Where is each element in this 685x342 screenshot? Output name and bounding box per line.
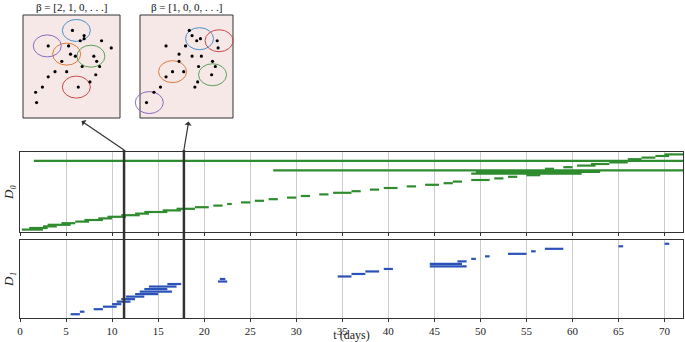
svg-text:25: 25 [245, 325, 257, 337]
svg-text:D₀: D₀ [1, 185, 16, 200]
svg-text:40: 40 [383, 325, 395, 337]
svg-text:β = [1, 0, 0, . . .]: β = [1, 0, 0, . . .] [151, 1, 222, 13]
svg-text:20: 20 [199, 325, 211, 337]
svg-text:45: 45 [429, 325, 441, 337]
svg-text:15: 15 [153, 325, 165, 337]
svg-text:60: 60 [567, 325, 579, 337]
svg-text:t (days): t (days) [333, 328, 369, 342]
svg-text:50: 50 [475, 325, 487, 337]
svg-text:10: 10 [107, 325, 119, 337]
svg-text:30: 30 [291, 325, 303, 337]
svg-text:0: 0 [17, 325, 23, 337]
svg-text:5: 5 [63, 325, 69, 337]
svg-text:35: 35 [337, 325, 349, 337]
svg-text:β = [2, 1, 0, . . .]: β = [2, 1, 0, . . .] [36, 1, 107, 13]
svg-text:D₁: D₁ [1, 272, 16, 287]
svg-text:65: 65 [613, 325, 625, 337]
svg-text:70: 70 [659, 325, 671, 337]
svg-text:55: 55 [521, 325, 533, 337]
